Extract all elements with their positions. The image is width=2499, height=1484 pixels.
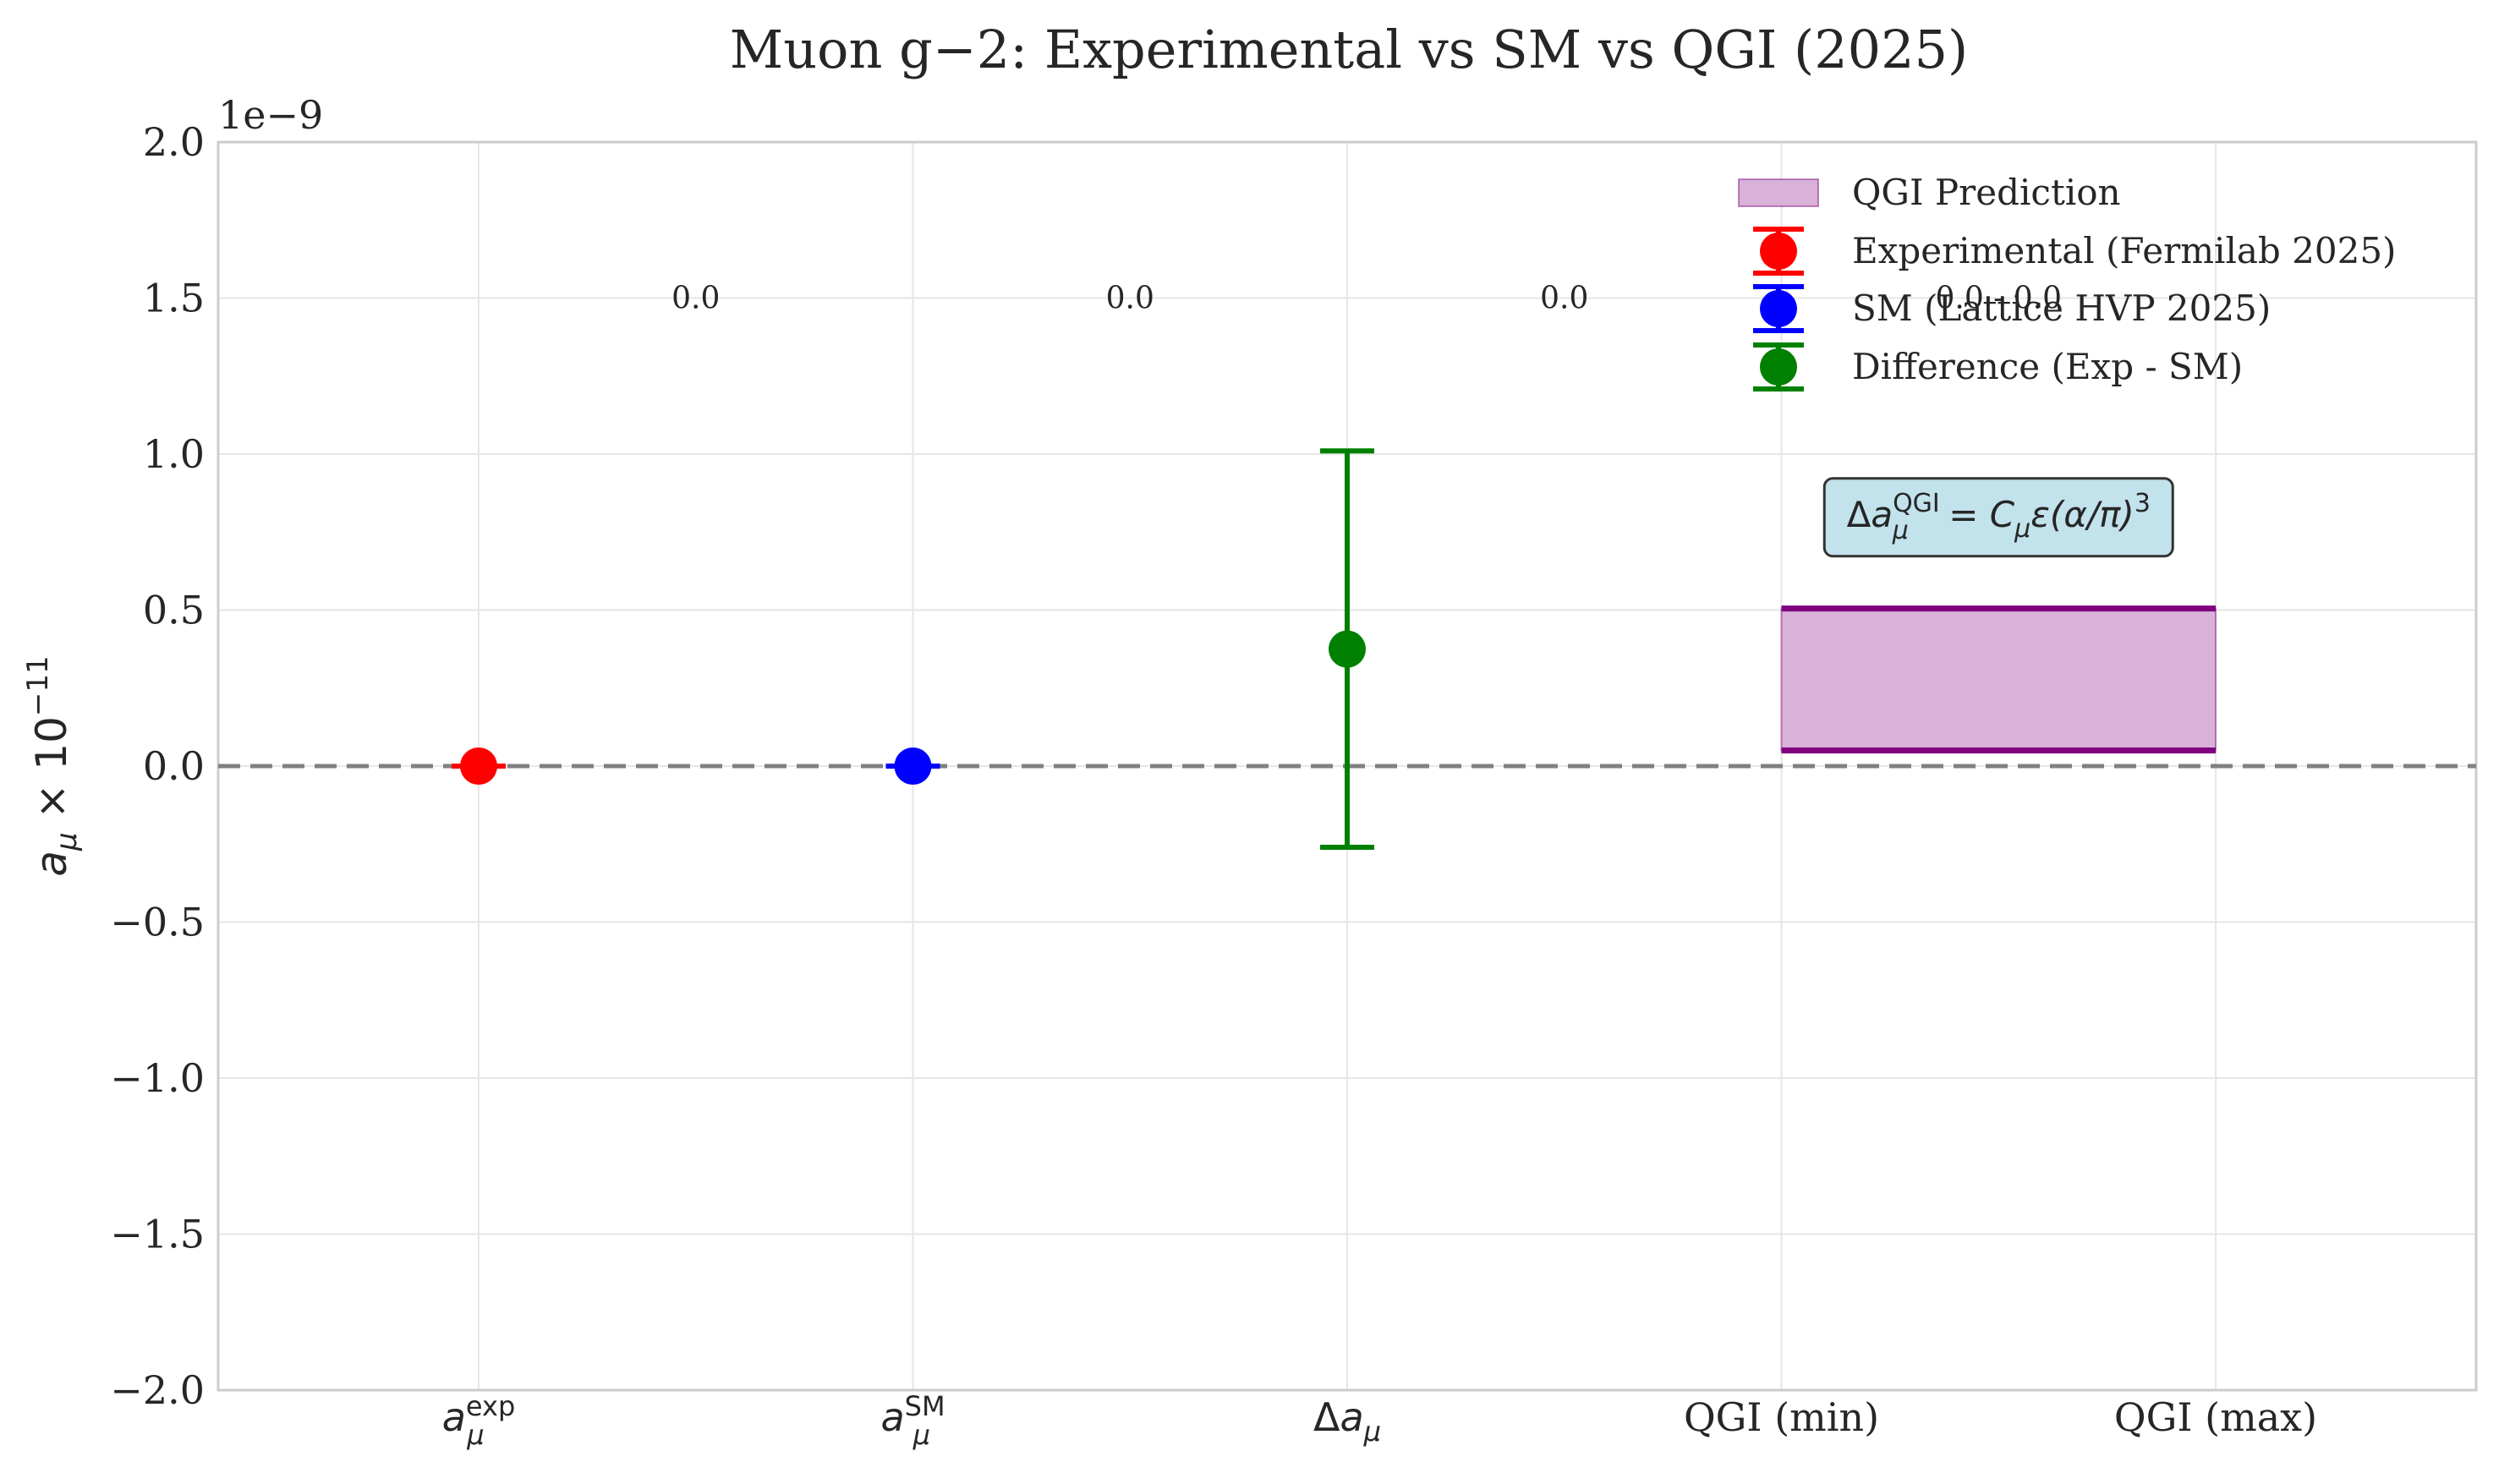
y-tick-label: −1.5: [110, 1212, 205, 1257]
y-axis-label: aμ × 10−11: [21, 655, 84, 876]
legend-label: SM (Lattice HVP 2025): [1852, 287, 2271, 329]
value-label: 0.0: [671, 282, 720, 316]
legend-marker: [1760, 290, 1797, 327]
annotation-box: [1822, 477, 2174, 558]
series-point-1: [885, 747, 940, 785]
annotation-formula: ΔaQGI μ = Cμε(α/π)3: [1847, 489, 2151, 545]
legend-label: QGI Prediction: [1852, 172, 2121, 213]
x-tick-labels: aexp μ aSM μ Δaμ QGI (min) QGI (max): [442, 1390, 2317, 1451]
legend-marker: [1760, 233, 1797, 270]
legend-label: Experimental (Fermilab 2025): [1852, 230, 2396, 271]
y-tick-label: 2.0: [143, 119, 205, 165]
y-tick-label: −1.0: [110, 1055, 205, 1101]
x-tick-label: aSM μ: [880, 1390, 945, 1451]
legend-entry-3: Difference (Exp - SM): [1753, 342, 2243, 392]
y-tick-label: 1.5: [143, 276, 205, 321]
data-points-layer: [452, 448, 1374, 850]
data-marker: [460, 747, 497, 785]
y-tick-label: 1.0: [143, 431, 205, 477]
qgi-formula-annotation: ΔaQGI μ = Cμε(α/π)3: [1822, 477, 2174, 558]
qgi-prediction-band: [1780, 607, 2217, 752]
value-labels: 0.0 0.0 0.0 0.0 - 0.0: [671, 282, 2062, 316]
y-tick-labels: 2.0 1.5 1.0 0.5 0.0 −0.5 −1.0 −1.5 −2.0: [110, 119, 205, 1413]
y-tick-label: −2.0: [110, 1367, 205, 1413]
x-tick-label: aexp μ: [442, 1390, 516, 1451]
legend-entry-0: QGI Prediction: [1738, 172, 2121, 213]
y-offset-label: 1e−9: [218, 92, 323, 138]
legend-entry-2: SM (Lattice HVP 2025): [1753, 284, 2271, 333]
value-label: 0.0: [1540, 282, 1588, 316]
legend-swatch: [1738, 178, 1819, 207]
data-marker: [894, 747, 932, 785]
series-point-2: [1320, 448, 1374, 850]
qgi-band-layer: [1780, 605, 2217, 754]
series-point-0: [452, 747, 506, 785]
x-tick-label: QGI (max): [2114, 1394, 2317, 1440]
x-tick-label: QGI (min): [1684, 1394, 1879, 1440]
chart-title: Muon g−2: Experimental vs SM vs QGI (202…: [730, 19, 1968, 80]
legend-entry-1: Experimental (Fermilab 2025): [1753, 227, 2396, 276]
legend-label: Difference (Exp - SM): [1852, 346, 2243, 387]
y-tick-label: 0.5: [143, 588, 205, 633]
x-tick-label: Δaμ: [1313, 1394, 1381, 1448]
value-label: 0.0 - 0.0: [1935, 282, 2062, 316]
data-marker: [1329, 630, 1366, 668]
y-tick-label: 0.0: [143, 743, 205, 789]
y-tick-label: −0.5: [110, 900, 205, 945]
legend: QGI Prediction Experimental (Fermilab 202…: [1738, 172, 2396, 392]
value-label: 0.0: [1106, 282, 1154, 316]
legend-marker: [1760, 348, 1797, 386]
